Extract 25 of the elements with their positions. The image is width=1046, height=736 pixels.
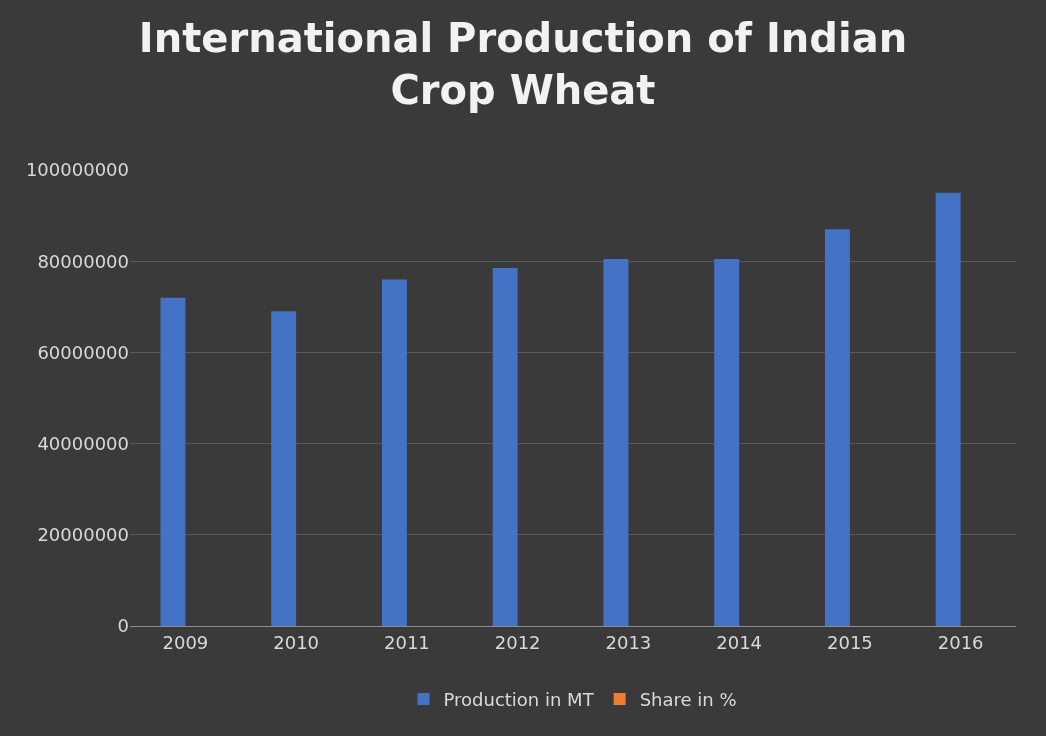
bar bbox=[824, 229, 850, 626]
x-tick-label: 2014 bbox=[716, 631, 763, 653]
bar bbox=[492, 268, 518, 626]
bar bbox=[271, 311, 297, 626]
y-tick-label: 0 bbox=[117, 615, 129, 637]
x-tick-label: 2016 bbox=[937, 631, 984, 653]
bar bbox=[935, 192, 961, 626]
y-tick-label: 20000000 bbox=[37, 524, 129, 546]
x-tick-label: 2011 bbox=[383, 631, 430, 653]
x-tick-label: 2015 bbox=[826, 631, 873, 653]
bar bbox=[714, 258, 740, 626]
x-tick-label: 2013 bbox=[605, 631, 652, 653]
y-tick-label: 80000000 bbox=[37, 250, 129, 272]
bar bbox=[603, 258, 629, 626]
x-tick-label: 2009 bbox=[162, 631, 209, 653]
x-tick-label: 2010 bbox=[273, 631, 320, 653]
bar bbox=[381, 279, 407, 626]
chart-title: International Production of Indian Crop Wheat bbox=[138, 14, 908, 113]
bar bbox=[160, 297, 186, 626]
legend-label: Production in MT bbox=[443, 688, 595, 710]
y-tick-label: 40000000 bbox=[37, 432, 129, 454]
x-tick-label: 2012 bbox=[494, 631, 541, 653]
legend-label: Share in % bbox=[639, 688, 737, 710]
y-tick-label: 60000000 bbox=[37, 341, 129, 363]
y-tick-label: 100000000 bbox=[25, 159, 129, 181]
